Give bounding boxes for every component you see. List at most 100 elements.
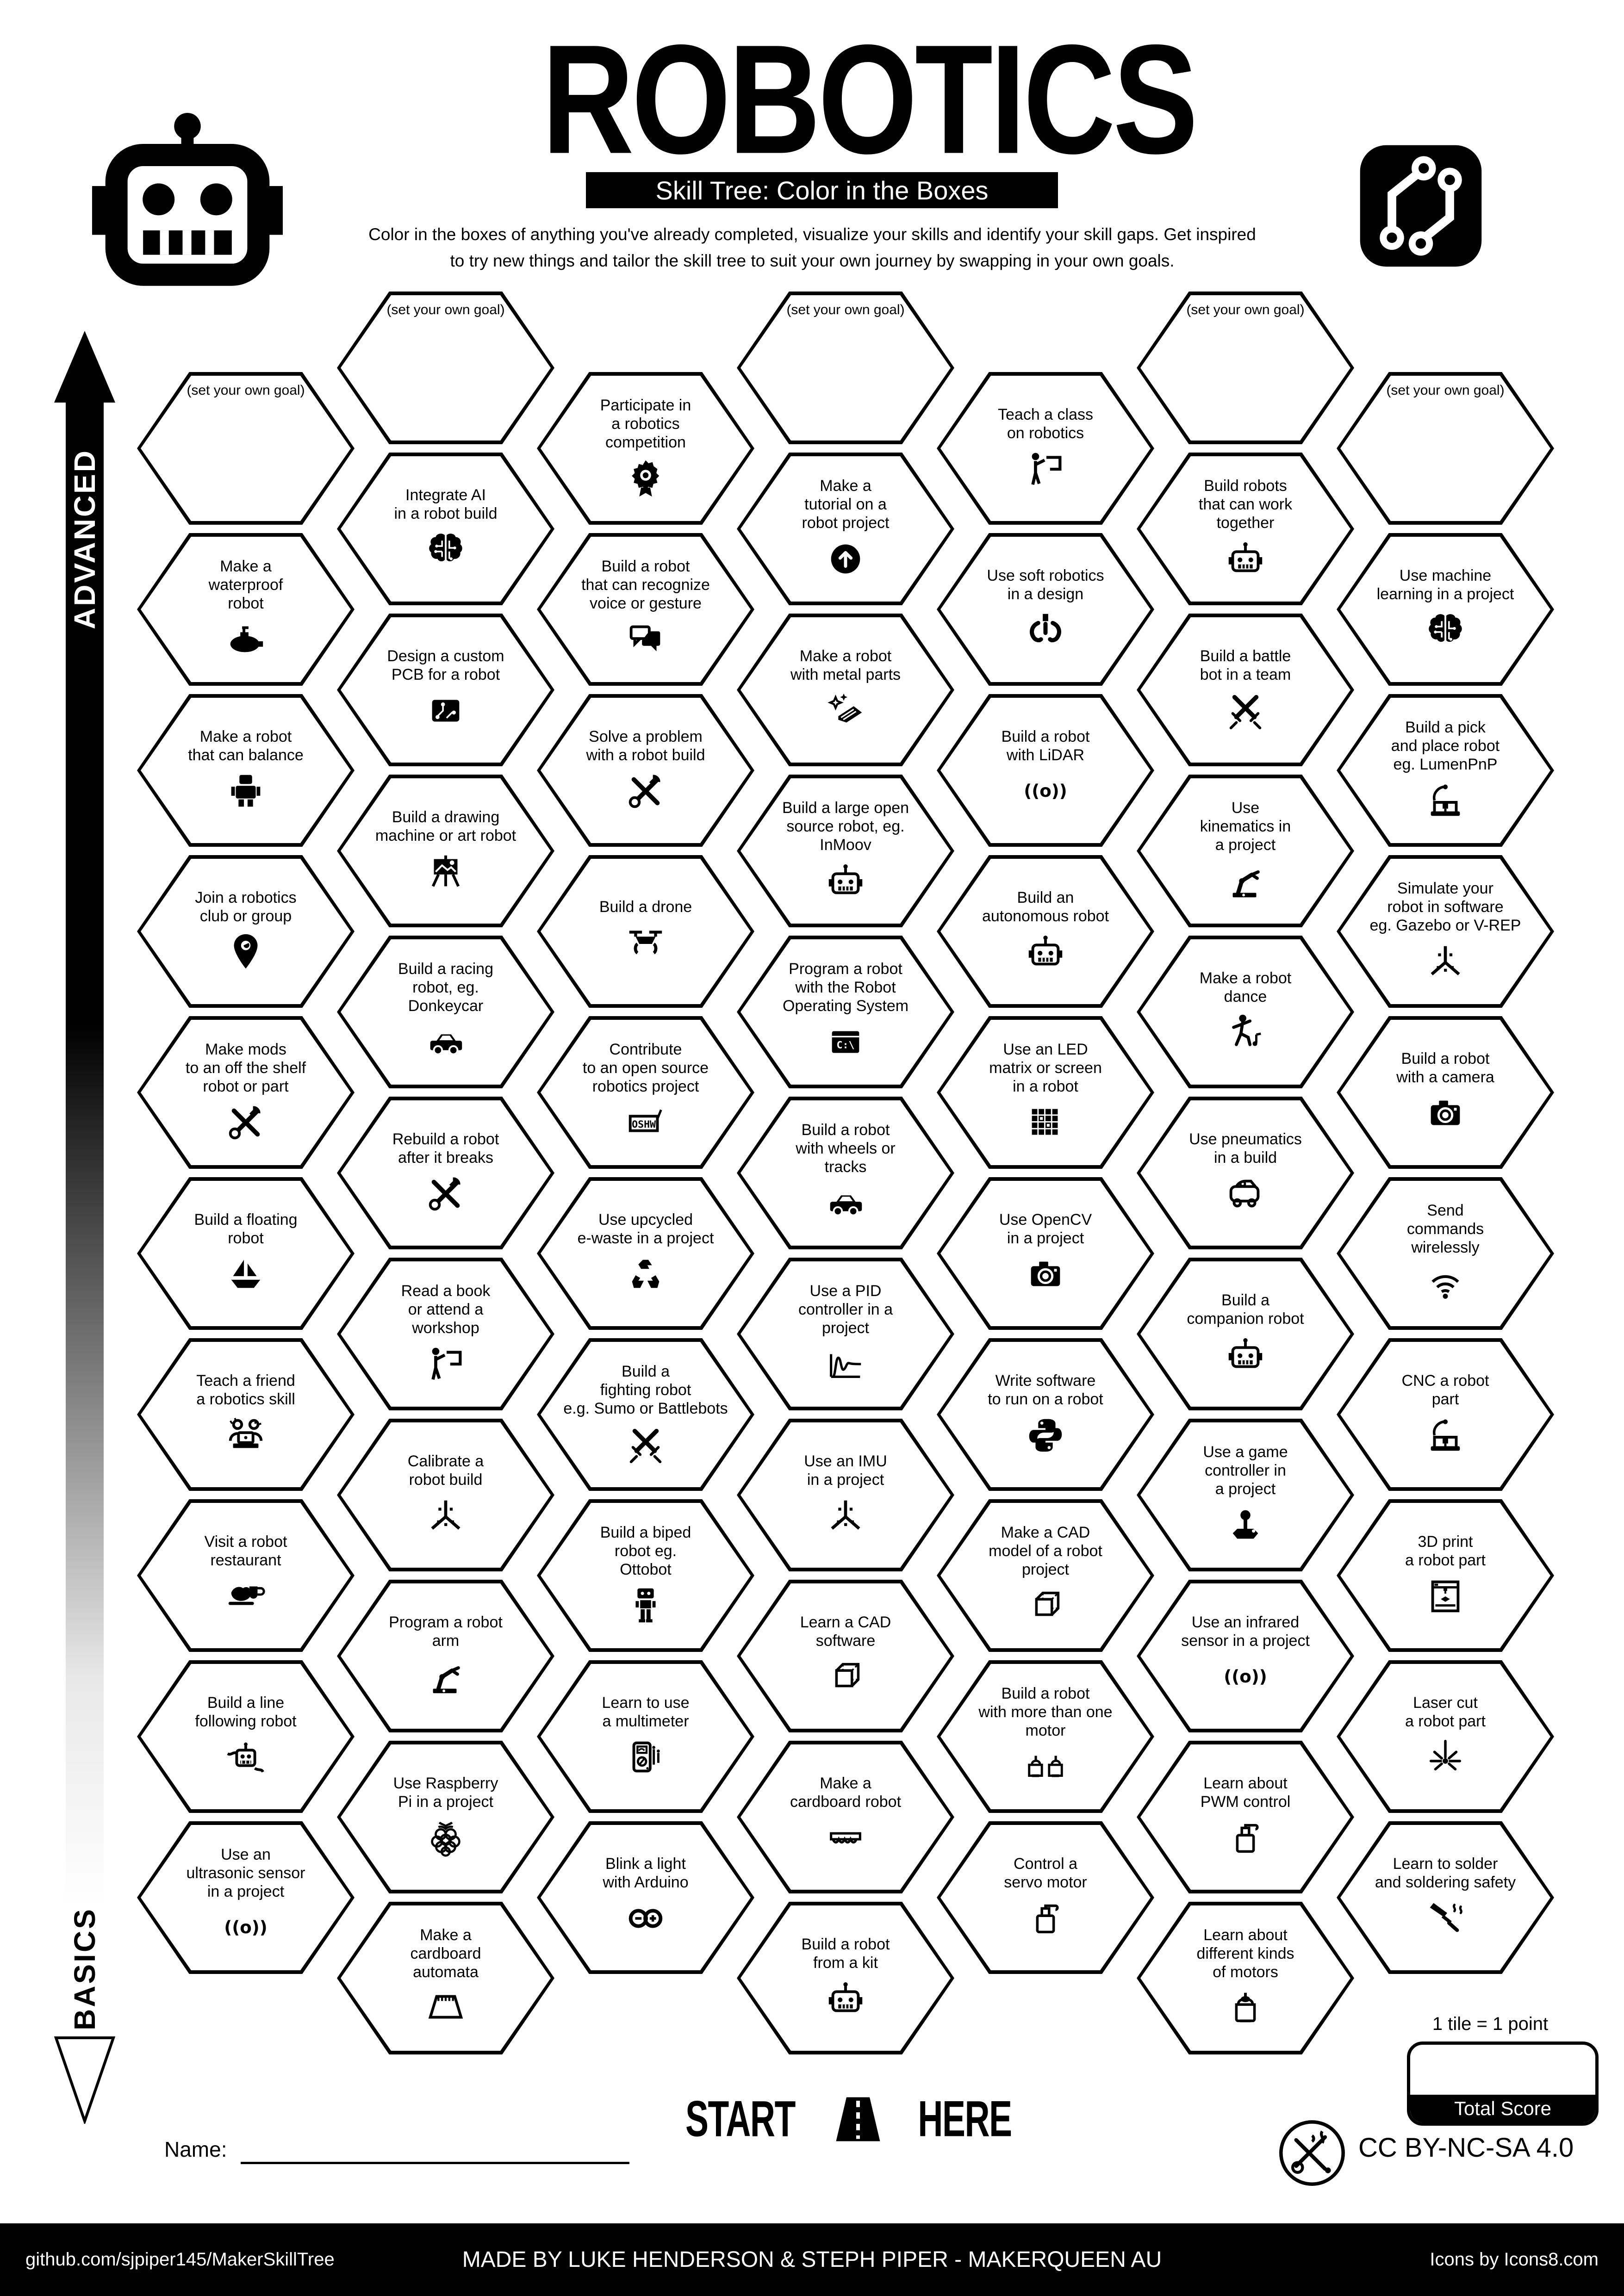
skill-hex[interactable]: Build a robot with a camera [1337,1016,1554,1169]
skill-hex[interactable]: Use soft robotics in a design [937,533,1154,686]
skill-hex[interactable]: 3D print a robot part [1337,1499,1554,1652]
soft-gripper-icon [1024,608,1067,652]
skill-hex[interactable]: Use a game controller in a project [1137,1419,1354,1571]
skill-hex[interactable]: Control a servo motor [937,1821,1154,1974]
skill-hex[interactable]: (set your own goal) [337,292,554,444]
skill-hex[interactable]: Integrate AI in a robot build [337,453,554,605]
skill-hex[interactable]: CNC a robot part [1337,1338,1554,1491]
skill-hex[interactable]: Build a robot that can recognize voice o… [537,533,754,686]
skill-hex[interactable]: Read a book or attend a workshop [337,1258,554,1410]
hex-fill [1340,859,1550,1004]
hex-fill [341,778,551,924]
hex-fill [541,698,751,843]
skill-hex[interactable]: Learn about different kinds of motors [1137,1902,1354,2054]
skill-hex[interactable]: Visit a robot restaurant [137,1499,355,1652]
skill-hex[interactable]: Teach a friend a robotics skill [137,1338,355,1491]
two-motors-icon [1024,1744,1067,1789]
skill-hex[interactable]: Use Raspberry Pi in a project [337,1741,554,1893]
skill-hex[interactable]: (set your own goal) [1337,372,1554,525]
car-icon [824,1181,867,1225]
skill-hex[interactable]: Use an ultrasonic sensor in a project ((o… [137,1821,355,1974]
hex-fill [341,1905,551,2051]
skill-hex[interactable]: Program a robot arm [337,1580,554,1732]
skill-label: Build a robot with LiDAR [1001,727,1090,764]
skill-hex[interactable]: Program a robot with the Robot Operating… [737,936,954,1088]
skill-hex[interactable]: Make mods to an off the shelf robot or p… [137,1016,355,1169]
skill-hex[interactable]: Use an infrared sensor in a project ((o)) [1137,1580,1354,1732]
skill-hex[interactable]: Laser cut a robot part [1337,1660,1554,1813]
skill-hex[interactable]: Learn to solder and soldering safety [1337,1821,1554,1974]
skill-hex[interactable]: Use machine learning in a project [1337,533,1554,686]
footer-icons-credit[interactable]: Icons by Icons8.com [1430,2249,1599,2270]
skill-hex[interactable]: Write software to run on a robot [937,1338,1154,1491]
skill-hex[interactable]: Build robots that can work together [1137,453,1354,605]
skill-hex[interactable]: Join a robotics club or group [137,855,355,1008]
total-score-box[interactable]: Total Score [1407,2042,1599,2126]
name-input-line[interactable] [241,2162,629,2164]
skill-hex[interactable]: Build a pick and place robot eg. LumenPn… [1337,694,1554,847]
skill-hex[interactable]: Build a robot from a kit [737,1902,954,2054]
skill-hex[interactable]: Solve a problem with a robot build [537,694,754,847]
skill-hex[interactable]: Build a robot with more than one motor [937,1660,1154,1813]
skill-hex[interactable]: Build a racing robot, eg. Donkeycar [337,936,554,1088]
skill-hex[interactable]: Build a fighting robot e.g. Sumo or Batt… [537,1338,754,1491]
sensor-waves-icon: ((o)) [224,1905,268,1950]
skill-hex[interactable]: Build a floating robot [137,1177,355,1330]
skill-hex[interactable]: Make a robot dance [1137,936,1354,1088]
skill-hex[interactable]: Teach a class on robotics [937,372,1154,525]
skill-hex[interactable]: Make a cardboard automata [337,1902,554,2054]
skill-label: Build a large open source robot, eg. InM… [782,799,909,854]
skill-hex[interactable]: Blink a light with Arduino [537,1821,754,1974]
skill-hex[interactable]: Use kinematics in a project [1137,775,1354,927]
skill-hex[interactable]: Contribute to an open source robotics pr… [537,1016,754,1169]
laser-icon [1424,1735,1467,1780]
skill-hex[interactable]: Build a line following robot [137,1660,355,1813]
skill-label: Learn about PWM control [1200,1774,1291,1811]
skill-hex[interactable]: Build a robot with LiDAR ((o)) [937,694,1154,847]
skill-hex[interactable]: Learn a CAD software [737,1580,954,1732]
skill-hex[interactable]: Learn to use a multimeter [537,1660,754,1813]
robot-head-icon [1024,930,1067,974]
tools-icon [424,1172,467,1216]
skill-hex[interactable]: Make a robot that can balance [137,694,355,847]
skill-hex[interactable]: Use upcycled e-waste in a project [537,1177,754,1330]
skill-hex[interactable]: Rebuild a robot after it breaks [337,1097,554,1249]
start-here-banner: START HERE [648,2091,1046,2147]
skill-hex[interactable]: Use an IMU in a project [737,1419,954,1571]
skill-hex[interactable]: Build a drawing machine or art robot [337,775,554,927]
skill-hex[interactable]: Make a CAD model of a robot project [937,1499,1154,1652]
skill-hex[interactable]: Design a custom PCB for a robot [337,614,554,766]
skill-hex[interactable]: Learn about PWM control [1137,1741,1354,1893]
skill-hex[interactable]: Participate in a robotics competition [537,372,754,525]
footer-repo-link[interactable]: github.com/sjpiper145/MakerSkillTree [25,2249,335,2270]
hex-fill [341,1583,551,1729]
skill-hex[interactable]: Make a robot with metal parts [737,614,954,766]
skill-hex[interactable]: Build a battle bot in a team [1137,614,1354,766]
skill-hex[interactable]: Use pneumatics in a build [1137,1097,1354,1249]
skill-hex[interactable]: Build an autonomous robot [937,855,1154,1008]
skill-hex[interactable]: Use OpenCV in a project [937,1177,1154,1330]
hex-fill [940,1342,1151,1487]
skill-hex[interactable]: Simulate your robot in software eg. Gaze… [1337,855,1554,1008]
skill-hex[interactable]: Build a large open source robot, eg. InM… [737,775,954,927]
skill-hex[interactable]: Build a companion robot [1137,1258,1354,1410]
skill-hex[interactable]: Calibrate a robot build [337,1419,554,1571]
hex-fill [141,1503,351,1648]
skill-hex[interactable]: Use a PID controller in a project [737,1258,954,1410]
skill-hex[interactable]: Make a tutorial on a robot project [737,453,954,605]
skill-hex[interactable]: Build a drone [537,855,754,1008]
skill-hex[interactable]: Send commands wirelessly [1337,1177,1554,1330]
crossed-swords-icon [624,1422,667,1467]
skill-hex[interactable]: Build a robot with wheels or tracks [737,1097,954,1249]
skill-hex[interactable]: Use an LED matrix or screen in a robot [937,1016,1154,1169]
skill-label: Learn a CAD software [800,1613,891,1650]
skill-hex[interactable]: (set your own goal) [137,372,355,525]
skill-hex[interactable]: Build a biped robot eg. Ottobot [537,1499,754,1652]
skill-hex[interactable]: (set your own goal) [1137,292,1354,444]
skill-hex[interactable]: (set your own goal) [737,292,954,444]
arrow-down-head [54,2036,115,2124]
tools-icon [624,769,667,813]
advanced-label: ADVANCED [68,449,101,629]
skill-hex[interactable]: Make a cardboard robot [737,1741,954,1893]
skill-hex[interactable]: Make a waterproof robot [137,533,355,686]
